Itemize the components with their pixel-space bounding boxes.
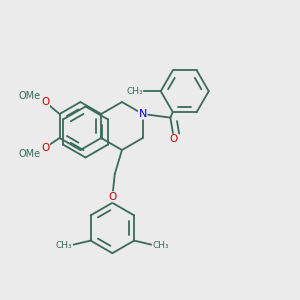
Text: OMe: OMe bbox=[19, 91, 41, 101]
Text: O: O bbox=[108, 192, 116, 202]
Text: OMe: OMe bbox=[19, 148, 41, 159]
Text: CH₃: CH₃ bbox=[126, 87, 143, 96]
Text: O: O bbox=[41, 142, 49, 153]
Text: O: O bbox=[41, 97, 49, 107]
Text: CH₃: CH₃ bbox=[56, 241, 73, 250]
Text: N: N bbox=[139, 109, 147, 119]
Text: CH₃: CH₃ bbox=[152, 241, 169, 250]
Text: O: O bbox=[170, 134, 178, 144]
